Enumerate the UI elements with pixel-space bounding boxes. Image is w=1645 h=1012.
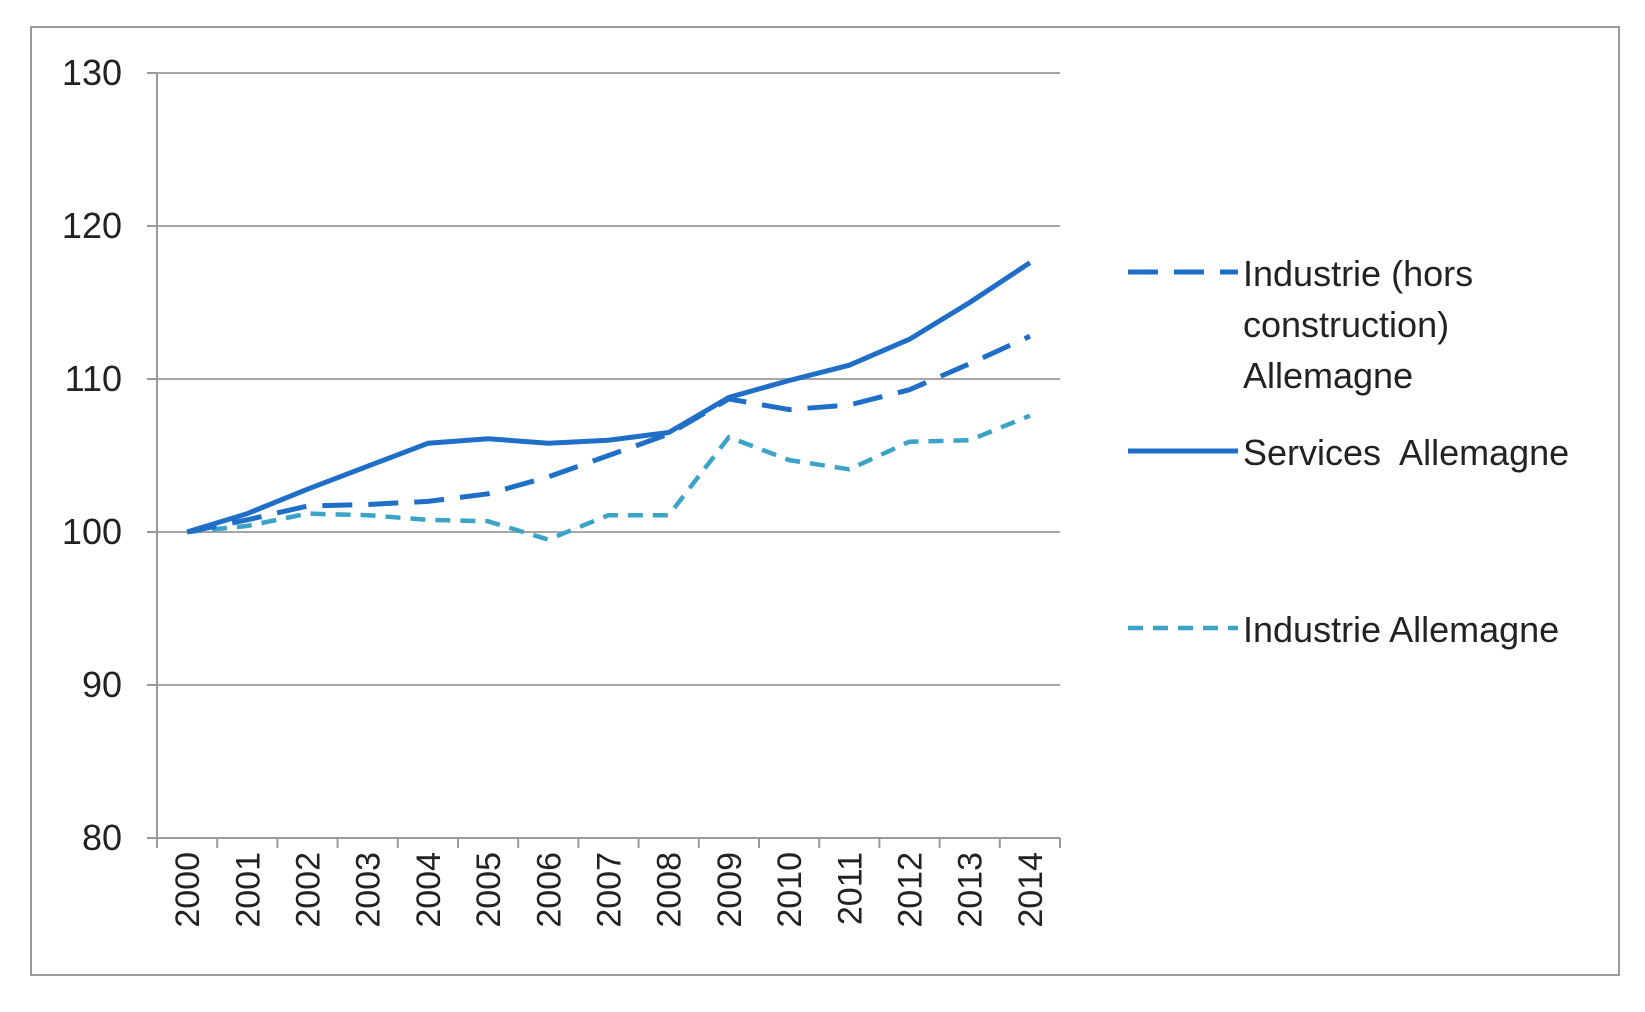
legend-label-3: Industrie Allemagne [1243,609,1559,650]
y-tick-label: 90 [82,664,122,705]
x-tick-label: 2000 [169,852,207,928]
x-tick-label: 2002 [290,852,328,928]
y-tick-labels: 80 90 100 110 120 130 [62,52,122,858]
y-tick-label: 80 [82,817,122,858]
x-tick-labels: 2000 2001 2002 2003 2004 2005 2006 2007 2008 2009… [169,852,1050,928]
x-tick-label: 2009 [711,852,749,928]
y-tick-label: 110 [65,358,122,399]
axes [147,72,1061,848]
chart-frame [30,26,1620,976]
series-line-1 [186,333,1031,535]
series-lines [186,260,1032,542]
x-tick-label: 2013 [952,852,990,928]
legend-label-1: Industrie (hors [1243,253,1473,294]
x-tick-label: 2010 [771,852,809,928]
series-line-3 [186,413,1031,542]
x-tick-label: 2005 [470,852,508,928]
x-tick-label: 2011 [831,852,869,925]
x-tick-label: 2008 [651,852,689,928]
legend-label-2: Services Allemagne [1243,432,1569,473]
series-line-2 [186,260,1032,535]
legend-label-1: construction) [1243,304,1449,345]
x-tick-label: 2014 [1012,852,1050,928]
x-tick-label: 2012 [892,852,930,928]
legend-label-1: Allemagne [1243,355,1413,396]
gridlines [157,72,1060,686]
y-tick-label: 100 [62,511,122,552]
legend: Industrie (hors construction) Allemagne Ser… [1128,253,1569,650]
x-tick-label: 2004 [410,852,448,928]
y-tick-label: 130 [62,52,122,93]
x-tick-label: 2006 [530,852,568,928]
x-tick-label: 2003 [350,852,388,928]
y-tick-label: 120 [62,205,122,246]
x-tick-label: 2007 [591,852,629,928]
x-tick-label: 2001 [229,852,267,928]
